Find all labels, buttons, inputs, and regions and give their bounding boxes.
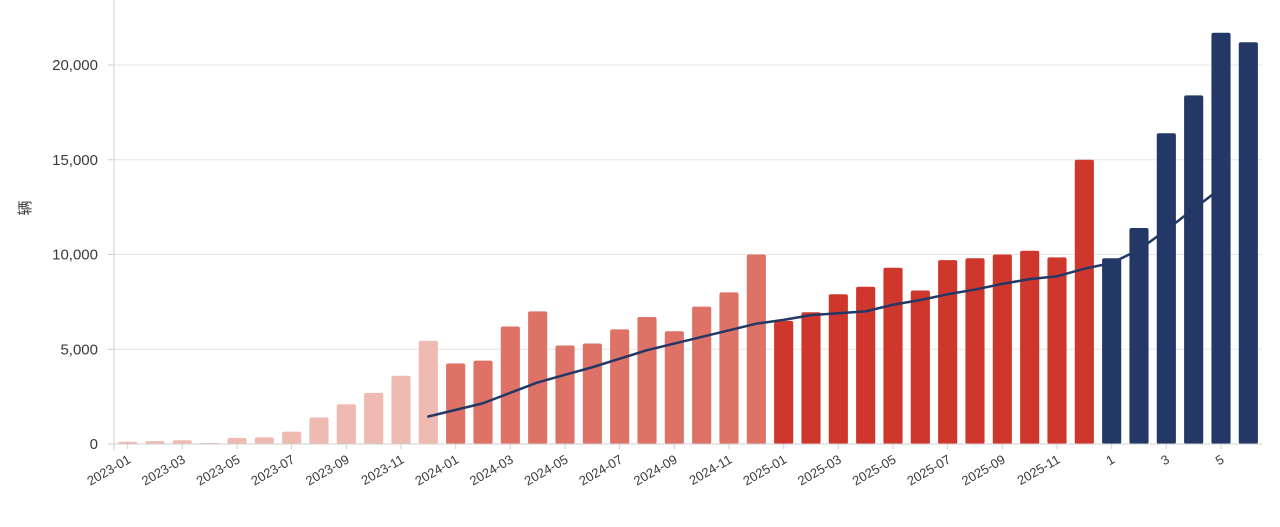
bar[interactable] (664, 331, 684, 444)
bar[interactable] (1102, 258, 1122, 444)
bar[interactable] (746, 254, 766, 445)
bar[interactable] (1047, 257, 1067, 444)
bar[interactable] (610, 329, 630, 444)
y-tick-label: 5,000 (60, 341, 98, 358)
bar[interactable] (172, 440, 192, 444)
x-tick-label: 3 (1158, 452, 1172, 469)
bar[interactable] (555, 345, 575, 444)
x-tick-label: 2023-09 (303, 452, 352, 489)
x-tick-label: 2024-11 (687, 452, 735, 488)
bar[interactable] (446, 363, 466, 444)
bar[interactable] (965, 258, 985, 444)
bar[interactable] (336, 404, 356, 444)
x-tick-label: 2025-01 (740, 452, 789, 489)
bar[interactable] (1184, 95, 1204, 444)
x-tick-label: 2023-11 (359, 452, 407, 488)
bar[interactable] (1129, 227, 1149, 444)
bar[interactable] (1156, 133, 1176, 444)
x-tick-label: 2023-03 (139, 452, 188, 489)
x-tick-label: 2023-05 (194, 452, 243, 489)
x-tick-label: 2025-05 (850, 452, 899, 489)
x-tick-label: 2024-07 (576, 452, 625, 489)
bar[interactable] (1020, 250, 1040, 444)
x-tick-label: 5 (1213, 452, 1227, 469)
bar[interactable] (1238, 42, 1258, 444)
bar[interactable] (528, 311, 548, 444)
x-tick-label: 2025-03 (795, 452, 844, 489)
bar[interactable] (774, 320, 794, 444)
y-axis-label: 辆 (17, 200, 34, 215)
bar[interactable] (910, 290, 930, 445)
bar[interactable] (637, 317, 657, 444)
x-tick-label: 2025-11 (1015, 452, 1063, 488)
x-tick-label: 2024-05 (522, 452, 571, 489)
bar[interactable] (391, 375, 411, 444)
bar[interactable] (364, 392, 384, 444)
bar[interactable] (856, 286, 876, 444)
y-tick-label: 10,000 (52, 247, 98, 264)
bar[interactable] (582, 343, 602, 444)
x-tick-label: 2023-07 (248, 452, 297, 489)
bar[interactable] (500, 326, 520, 444)
trend-line[interactable] (427, 186, 1223, 418)
y-tick-label: 0 (90, 436, 98, 453)
bars-layer (118, 32, 1258, 445)
bar[interactable] (692, 306, 712, 444)
bar[interactable] (282, 431, 302, 444)
bar[interactable] (309, 417, 329, 444)
x-tick-label: 2024-09 (631, 452, 680, 489)
bar[interactable] (1074, 159, 1094, 444)
bar[interactable] (254, 437, 274, 444)
x-tick-label: 2025-09 (959, 452, 1008, 489)
bar[interactable] (719, 292, 739, 444)
bar[interactable] (828, 294, 848, 444)
bar[interactable] (145, 441, 165, 444)
x-tick-label: 2024-01 (412, 452, 461, 489)
bar[interactable] (418, 340, 438, 444)
y-tick-label: 20,000 (52, 57, 98, 74)
bar[interactable] (1211, 32, 1231, 444)
grid-layer (114, 64, 1262, 350)
bar[interactable] (118, 441, 138, 444)
x-tick-label: 2025-07 (904, 452, 953, 489)
x-tick-label: 2024-03 (467, 452, 516, 489)
bar[interactable] (992, 254, 1012, 445)
bar[interactable] (883, 267, 903, 444)
y-tick-label: 15,000 (52, 152, 98, 169)
bar[interactable] (227, 437, 247, 444)
x-tick-label: 1 (1103, 452, 1117, 469)
bar[interactable] (938, 260, 958, 444)
trend-line-layer (427, 186, 1223, 418)
x-tick-label: 2023-01 (84, 452, 133, 489)
bar[interactable] (801, 312, 821, 444)
